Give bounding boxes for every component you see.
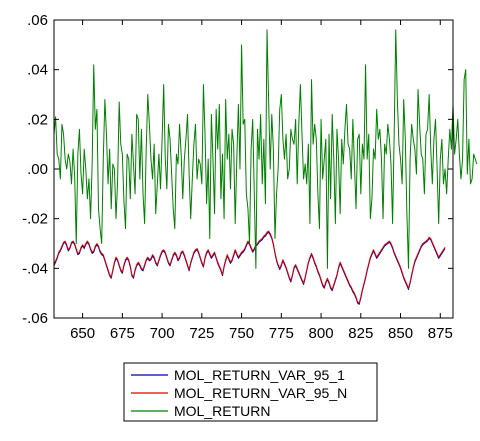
x-tick-label: 800 [309,325,334,342]
y-tick-label: .00 [27,161,48,178]
x-tick-label: 700 [150,325,175,342]
x-tick-label: 650 [70,325,95,342]
y-tick-label: .02 [27,111,48,128]
x-tick-label: 875 [428,325,453,342]
legend-items: MOL_RETURN_VAR_95_1 MOL_RETURN_VAR_95_N MO… [131,367,347,419]
x-tick-label: 725 [189,325,214,342]
axes-layer: -.06 -.04 -.02 .00 .02 .04 .06 650 675 700 725 750 7… [22,12,453,342]
x-tick-label: 825 [348,325,373,342]
legend-label-2: MOL_RETURN_VAR_95_N [174,385,347,401]
legend: MOL_RETURN_VAR_95_1 MOL_RETURN_VAR_95_N MO… [123,362,378,422]
y-tick-label: -.02 [22,211,48,228]
y-tick-label: -.06 [22,310,48,327]
x-tick-label: 750 [229,325,254,342]
series-layer [53,29,478,305]
legend-label-1: MOL_RETURN_VAR_95_1 [174,367,345,383]
y-tick-label: .06 [27,12,48,29]
series-line-3 [53,29,478,269]
legend-label-3: MOL_RETURN [174,403,270,419]
y-tick-label: .04 [27,62,48,79]
y-tick-label: -.04 [22,260,48,277]
x-tick-label: 850 [388,325,413,342]
x-tick-label: 675 [110,325,135,342]
x-tick-label: 775 [269,325,294,342]
